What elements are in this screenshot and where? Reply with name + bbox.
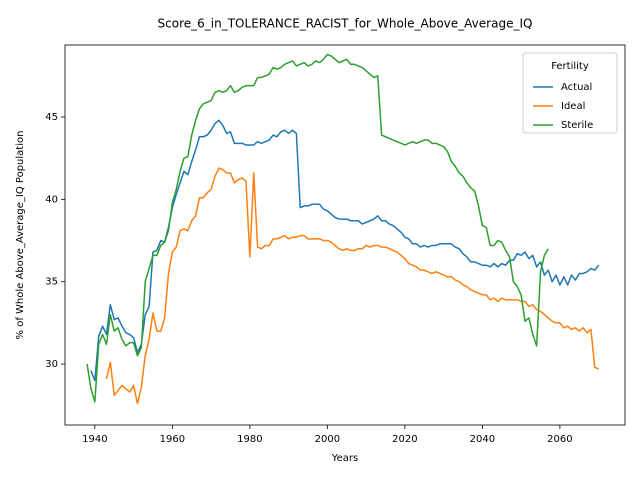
legend-label: Sterile xyxy=(561,120,593,131)
x-axis-label: Years xyxy=(331,453,358,464)
legend-title: Fertility xyxy=(551,61,589,72)
y-tick-label: 35 xyxy=(45,277,58,288)
y-tick-label: 40 xyxy=(45,194,58,205)
plot-frame xyxy=(64,44,626,426)
x-tick-label: 1940 xyxy=(82,434,107,445)
legend-label: Actual xyxy=(561,82,592,93)
x-tick-label: 2060 xyxy=(547,434,572,445)
x-tick-label: 2040 xyxy=(470,434,495,445)
chart-title: Score_6_in_TOLERANCE_RACIST_for_Whole_Ab… xyxy=(158,17,533,31)
series-line xyxy=(86,53,549,403)
legend-label: Ideal xyxy=(561,101,585,112)
legend-box xyxy=(522,52,618,134)
series-line xyxy=(90,119,600,382)
x-tick-label: 1980 xyxy=(237,434,262,445)
series-line xyxy=(105,167,599,405)
x-tick-label: 1960 xyxy=(160,434,185,445)
x-tick-label: 2020 xyxy=(392,434,417,445)
y-tick-label: 45 xyxy=(45,112,58,123)
y-axis-label: % of Whole Above_Average_IQ Population xyxy=(15,131,26,340)
y-tick-label: 30 xyxy=(45,359,58,370)
x-tick-label: 2000 xyxy=(315,434,340,445)
